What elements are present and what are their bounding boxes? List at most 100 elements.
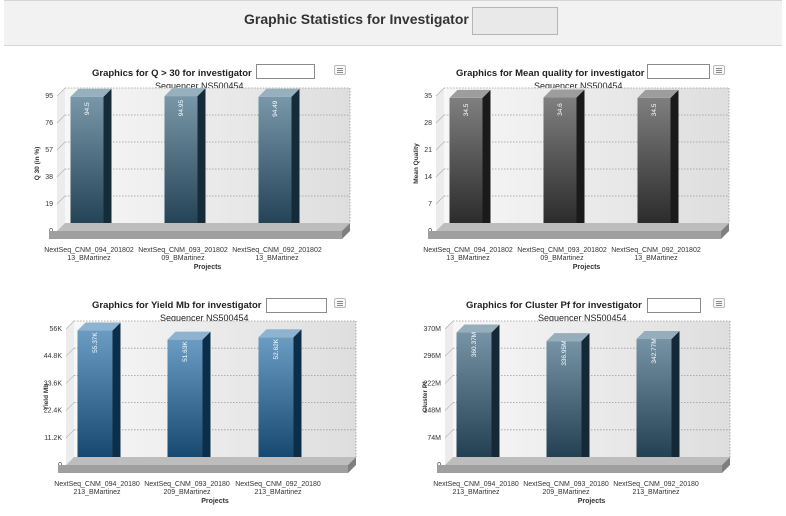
x-tick-label: 213_BMartinez: [632, 489, 680, 496]
x-axis-label: Projects: [194, 264, 222, 271]
bar: [543, 97, 577, 232]
bar-side: [581, 333, 590, 465]
bar-top: [449, 89, 491, 98]
x-axis-label: Projects: [201, 498, 229, 505]
x-tick-label: NextSeq_CNM_094_20180: [433, 481, 519, 488]
chart-floor-side: [342, 223, 350, 239]
chart-floor-front: [58, 465, 348, 473]
grid-line: [65, 402, 75, 411]
grid-line: [56, 168, 66, 178]
y-axis-label: Yield Mb: [43, 384, 50, 411]
chart-floor: [66, 457, 356, 465]
chart-subtitle: Sequencer NS500454: [538, 313, 627, 323]
x-tick-label: 13_BMartinez: [255, 255, 299, 262]
bar-side: [482, 89, 491, 231]
chart-menu-icon[interactable]: [713, 298, 725, 308]
x-tick-label: 209_BMartinez: [542, 489, 590, 496]
y-tick-label: 11.2K: [44, 435, 62, 442]
grid-line: [435, 114, 445, 124]
bar-top: [167, 331, 211, 340]
bar-value-label: 336.95M: [561, 340, 568, 365]
grid-line: [435, 195, 445, 205]
x-tick-label: NextSeq_CNM_092_20180: [235, 481, 321, 488]
bar-side: [197, 88, 206, 232]
chart-back-wall: [74, 321, 356, 457]
grid-line: [65, 429, 75, 439]
y-tick-label: 38: [45, 174, 53, 181]
grid-line: [444, 375, 454, 384]
bar-value-label: 34.6: [557, 103, 564, 116]
x-tick-label: NextSeq_CNM_093_20180: [144, 481, 230, 488]
grid-line: [435, 141, 445, 151]
y-tick-label: 148M: [423, 408, 441, 415]
y-tick-label: 7: [428, 201, 432, 208]
bar: [164, 96, 198, 232]
bar-top: [637, 89, 679, 98]
chart-floor-side: [722, 457, 730, 473]
x-tick-label: NextSeq_CNM_094_201802: [44, 247, 134, 254]
grid-line: [435, 168, 445, 178]
investigator-input[interactable]: [266, 298, 327, 313]
bar-top: [258, 329, 302, 338]
chart-title: Graphics for Cluster Pf for investigator: [466, 300, 642, 311]
x-axis-label: Projects: [573, 264, 601, 271]
bar: [77, 330, 113, 465]
bar-top: [258, 88, 300, 97]
bar-value-label: 94.49: [272, 100, 279, 117]
x-tick-label: 13_BMartinez: [634, 255, 678, 262]
chart-subtitle: Sequencer NS500454: [155, 81, 244, 91]
bar-side: [112, 322, 121, 465]
investigator-input[interactable]: [647, 64, 710, 79]
bar-value-label: 52.62K: [273, 338, 280, 359]
y-tick-label: 95: [45, 93, 53, 100]
chart-floor: [57, 223, 350, 231]
x-tick-label: 09_BMartinez: [540, 255, 584, 262]
x-tick-label: 209_BMartinez: [163, 489, 211, 496]
chart-floor: [445, 457, 730, 465]
chart-side-wall: [445, 321, 453, 465]
x-tick-label: 213_BMartinez: [452, 489, 500, 496]
bar-top: [546, 333, 590, 342]
bar: [546, 341, 582, 465]
grid-line: [444, 429, 454, 439]
bar: [70, 96, 104, 231]
x-tick-label: NextSeq_CNM_094_20180: [54, 481, 140, 488]
y-tick-label: 222M: [423, 380, 441, 387]
bar-value-label: 55.37K: [92, 332, 99, 353]
chart-menu-icon[interactable]: [334, 298, 346, 308]
chart-floor-front: [428, 231, 721, 239]
investigator-input[interactable]: [647, 298, 701, 313]
bar-side: [103, 88, 112, 231]
bar-value-label: 342.77M: [651, 338, 658, 363]
bar-top: [543, 89, 585, 98]
investigator-select[interactable]: [472, 7, 558, 35]
bar-value-label: 34.5: [463, 103, 470, 116]
x-tick-label: NextSeq_CNM_093_201802: [517, 247, 607, 254]
chart-menu-icon[interactable]: [334, 65, 346, 75]
grid-line: [435, 87, 445, 97]
y-tick-label: 74M: [427, 435, 441, 442]
chart-title: Graphics for Mean quality for investigat…: [456, 68, 645, 79]
bar-value-label: 51.63K: [182, 341, 189, 362]
chart-subtitle: Sequencer NS500454: [534, 81, 623, 91]
chart-side-wall: [57, 88, 65, 231]
grid-line: [56, 114, 66, 124]
chart-side-wall: [66, 321, 74, 465]
bar-side: [671, 331, 680, 465]
y-axis-label: Cluster Pf: [422, 381, 429, 413]
chart-side-wall: [436, 88, 444, 231]
grid-line: [56, 87, 66, 97]
chart-floor-side: [348, 457, 356, 473]
bar: [449, 97, 483, 231]
chart-back-wall: [65, 88, 350, 223]
investigator-input[interactable]: [256, 64, 315, 79]
x-tick-label: NextSeq_CNM_092_201802: [232, 247, 322, 254]
bar-top: [77, 322, 121, 331]
chart-menu-icon[interactable]: [713, 65, 725, 75]
bar: [258, 337, 294, 465]
y-axis-label: Q 30 (in %): [34, 147, 41, 181]
x-tick-label: NextSeq_CNM_094_201802: [423, 247, 513, 254]
y-tick-label: 370M: [423, 326, 441, 333]
grid-line: [444, 320, 454, 330]
